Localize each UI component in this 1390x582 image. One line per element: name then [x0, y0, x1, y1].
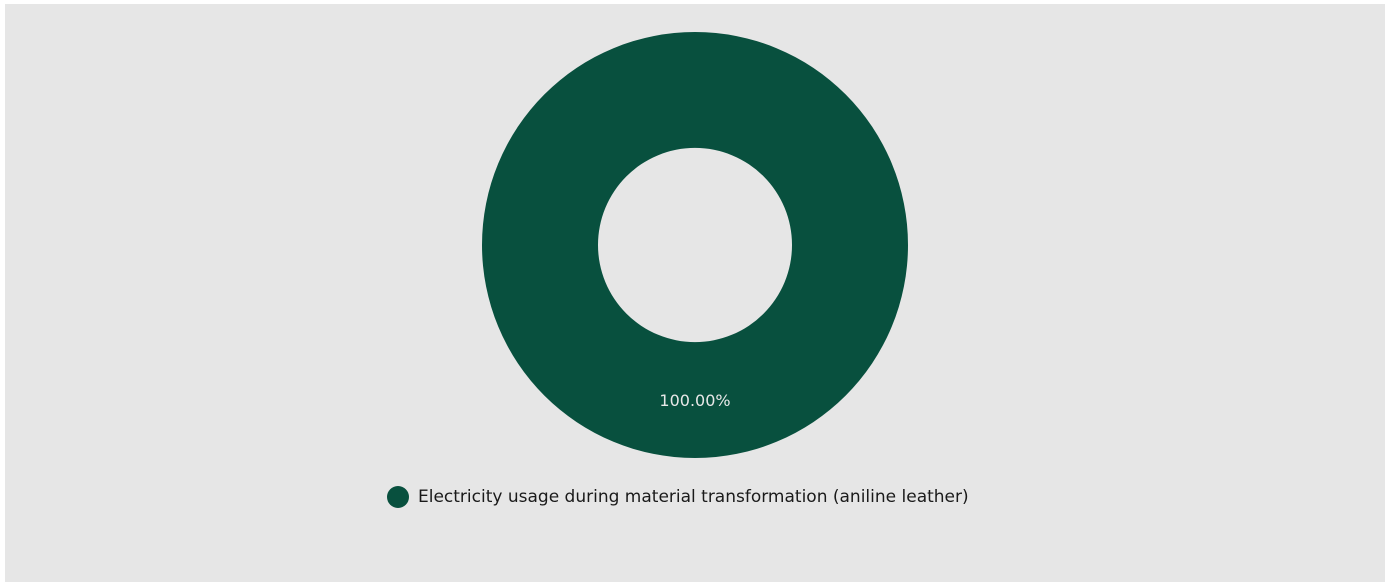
chart-canvas: 100.00% Electricity usage during materia…: [5, 4, 1385, 582]
slice-value-label: 100.00%: [659, 391, 730, 410]
chart-legend: Electricity usage during material transf…: [387, 484, 969, 510]
legend-label[interactable]: Electricity usage during material transf…: [418, 487, 969, 507]
donut-slice[interactable]: [482, 32, 908, 458]
legend-swatch: [387, 486, 409, 508]
donut-chart: 100.00%: [482, 32, 908, 458]
